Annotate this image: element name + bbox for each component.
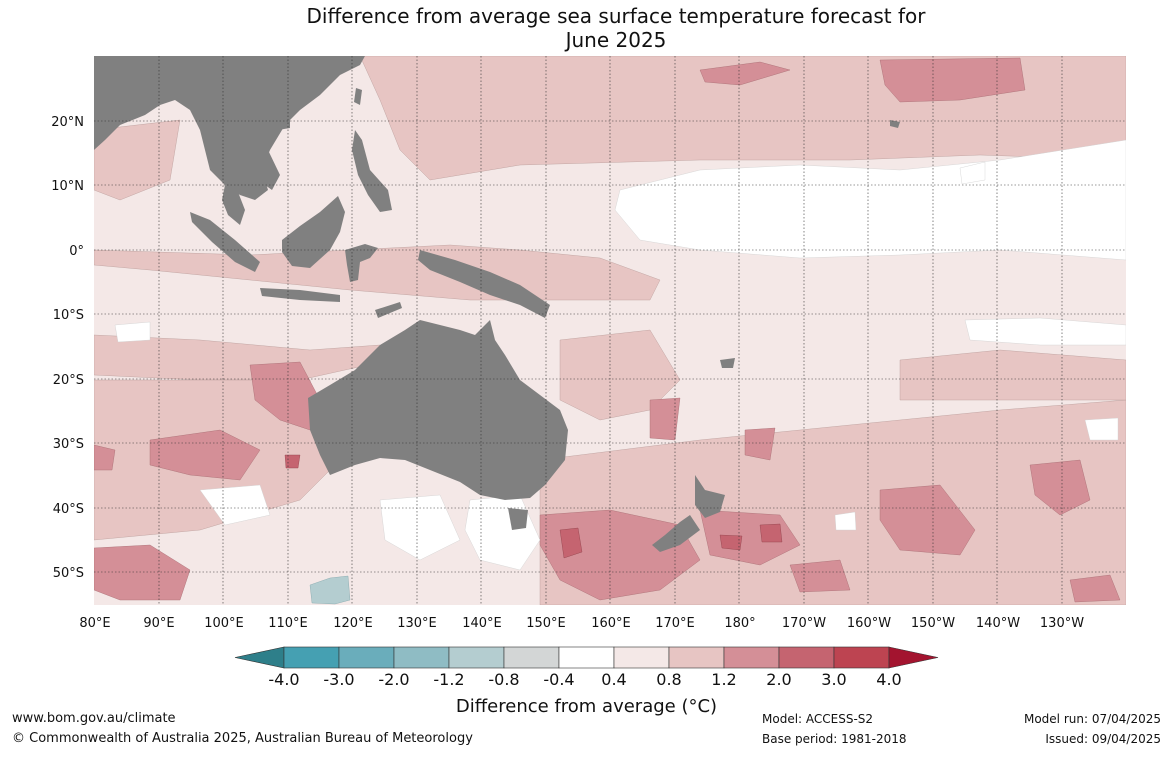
lon-label: 160°E (591, 616, 631, 631)
lon-label: 130°W (1040, 616, 1084, 631)
colorbar-bin (723, 646, 780, 669)
colorbar-max-arrow (888, 646, 939, 669)
lon-label: 120°E (333, 616, 373, 631)
colorbar-title: Difference from average (°C) (455, 696, 718, 717)
lat-label: 10°S (53, 308, 84, 323)
latitude-labels: 20°N 10°N 0° 10°S 20°S 30°S 40°S 50°S (51, 115, 84, 581)
anomaly-band-negative (309, 575, 351, 605)
asia-mainland (94, 56, 365, 200)
lon-label: 140°W (976, 616, 1020, 631)
lon-label: 80°E (79, 616, 110, 631)
colorbar-bin (613, 646, 670, 669)
colorbar-min-arrow (234, 646, 285, 669)
colorbar-tick-label: 2.0 (766, 670, 792, 689)
new-zealand-north (695, 475, 725, 518)
graticule (94, 56, 1126, 605)
colorbar-bin (778, 646, 835, 669)
hainan (275, 116, 290, 130)
indochina (240, 140, 280, 190)
colorbar-tick-label: 3.0 (821, 670, 847, 689)
colorbar-tick-label: 4.0 (876, 670, 902, 689)
lat-label: 20°S (53, 373, 84, 388)
colorbar (234, 646, 939, 669)
lon-label: 150°E (526, 616, 566, 631)
lat-label: 10°N (51, 179, 84, 194)
colorbar-tick-label: -1.2 (433, 670, 465, 689)
lon-label: 130°E (397, 616, 437, 631)
colorbar-tick-label: 0.8 (656, 670, 682, 689)
sumatra (190, 212, 260, 272)
base-period: Base period: 1981-2018 (762, 732, 907, 746)
colorbar-bin (503, 646, 560, 669)
colorbar-tick-label: -0.4 (543, 670, 575, 689)
lon-label: 110°E (268, 616, 308, 631)
colorbar-bin (558, 646, 615, 669)
copyright-text: © Commonwealth of Australia 2025, Austra… (12, 731, 473, 746)
sulawesi (345, 244, 378, 282)
taiwan (354, 88, 362, 105)
anomaly-band-near-zero (114, 139, 1126, 571)
colorbar-bin (833, 646, 890, 669)
model-name: Model: ACCESS-S2 (762, 712, 874, 726)
lon-label: 180° (724, 616, 755, 631)
lat-label: 50°S (53, 566, 84, 581)
colorbar-tick-label: 1.2 (711, 670, 737, 689)
title-line-1: Difference from average sea surface temp… (306, 4, 926, 28)
colorbar-bin (668, 646, 725, 669)
new-guinea (418, 250, 550, 318)
java (260, 288, 340, 302)
colorbar-tick-label: -2.0 (378, 670, 410, 689)
lon-label: 140°E (462, 616, 502, 631)
lon-label: 90°E (143, 616, 174, 631)
colorbar-tick-label: -3.0 (323, 670, 355, 689)
colorbar-bin (338, 646, 395, 669)
anomaly-band-2.0-3.0 (284, 454, 783, 559)
colorbar-tick-label: 0.4 (601, 670, 627, 689)
colorbar-tick-label: -0.8 (488, 670, 520, 689)
longitude-labels: 80°E 90°E 100°E 110°E 120°E 130°E 140°E … (79, 616, 1084, 631)
philippines (352, 130, 392, 212)
australia (308, 320, 568, 500)
lon-label: 170°E (655, 616, 695, 631)
lon-label: 160°W (847, 616, 891, 631)
lon-label: 100°E (204, 616, 244, 631)
lat-label: 40°S (53, 502, 84, 517)
tasmania (508, 508, 528, 530)
website-link[interactable]: www.bom.gov.au/climate (12, 711, 176, 726)
lat-label: 30°S (53, 437, 84, 452)
title-line-2: June 2025 (565, 28, 667, 52)
lon-label: 150°W (911, 616, 955, 631)
colorbar-tick-label: -4.0 (268, 670, 300, 689)
new-zealand-south (652, 515, 700, 552)
issued-date: Issued: 09/04/2025 (1045, 732, 1161, 746)
colorbar-bin (393, 646, 450, 669)
lat-label: 20°N (51, 115, 84, 130)
map-area (94, 56, 1126, 605)
lon-label: 170°W (782, 616, 826, 631)
map-title: Difference from average sea surface temp… (0, 4, 1173, 52)
lat-label: 0° (69, 244, 84, 259)
colorbar-bin (448, 646, 505, 669)
malay-peninsula (222, 185, 245, 225)
colorbar-bin (283, 646, 340, 669)
model-run-date: Model run: 07/04/2025 (1023, 712, 1161, 726)
hawaii (890, 120, 900, 128)
fiji-islands (720, 358, 735, 368)
anomaly-band-1.2-2.0 (94, 57, 1121, 603)
